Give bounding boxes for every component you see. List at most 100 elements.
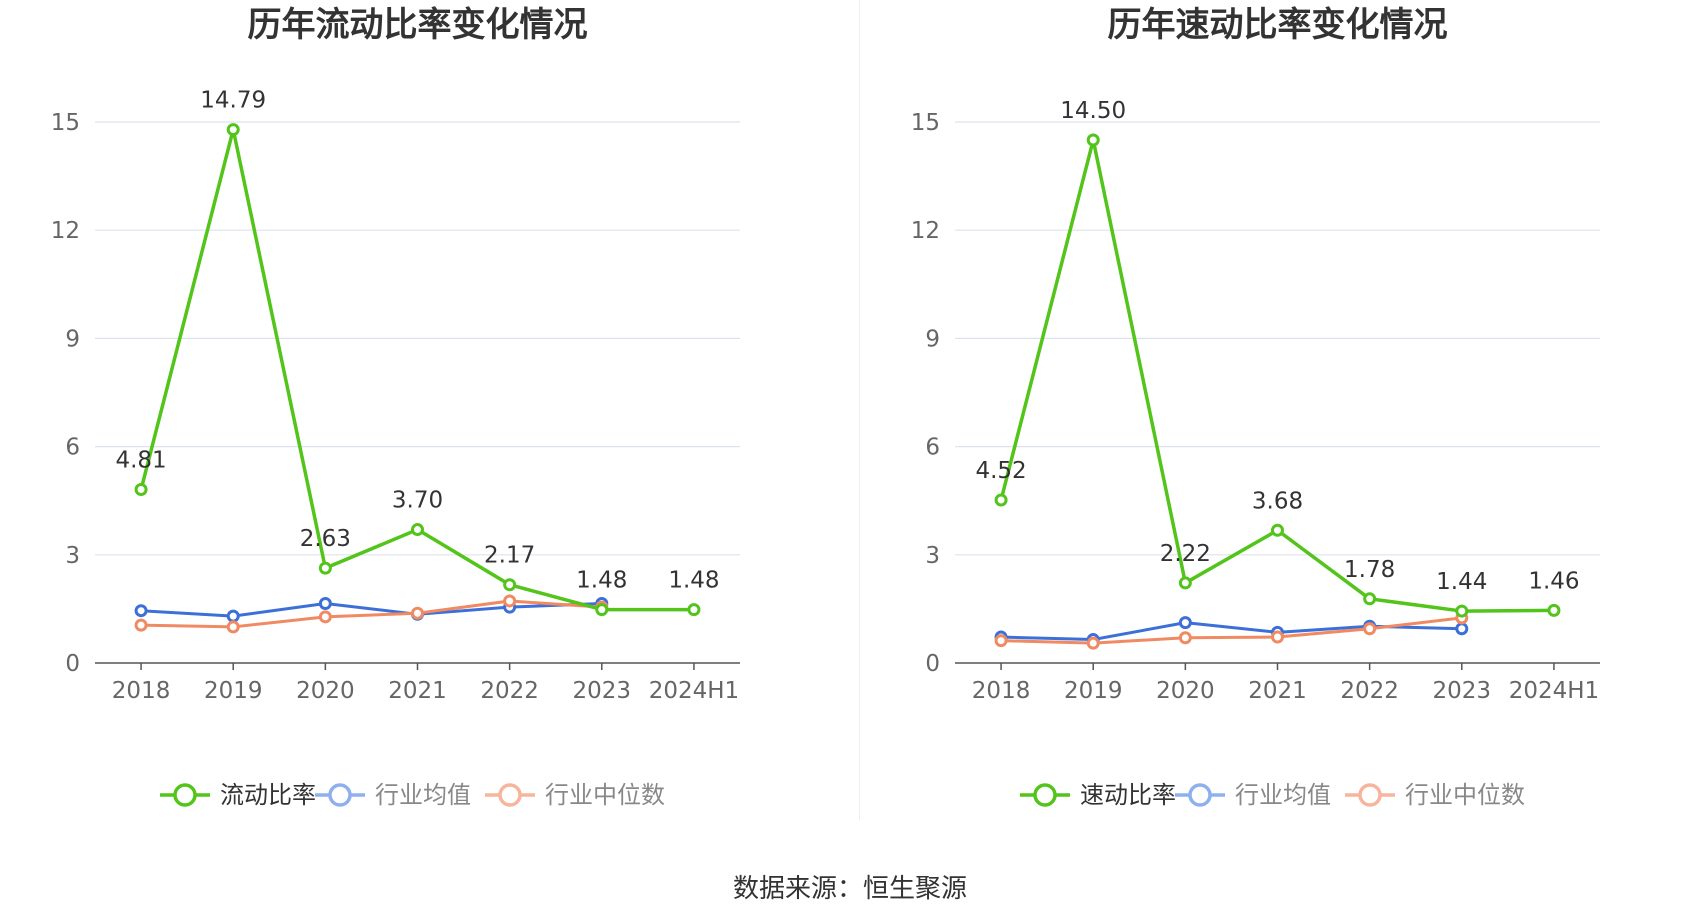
legend-label: 速动比率 (1080, 781, 1176, 809)
data-label: 2.63 (300, 526, 351, 552)
data-label: 2.17 (484, 543, 535, 569)
data-label: 1.78 (1344, 557, 1395, 583)
y-tick-label: 3 (65, 543, 80, 569)
x-tick-label: 2024H1 (1509, 678, 1599, 704)
data-label: 1.46 (1528, 568, 1579, 594)
data-label: 1.48 (576, 568, 627, 594)
legend-marker-icon (498, 783, 522, 807)
data-point (1547, 603, 1561, 617)
x-tick-label: 2020 (1156, 678, 1215, 704)
x-tick-label: 2021 (1248, 678, 1307, 704)
data-point (1363, 622, 1377, 636)
x-tick-label: 2018 (972, 678, 1031, 704)
data-point (134, 483, 148, 497)
legend-marker-icon (1033, 783, 1057, 807)
x-tick-label: 2020 (296, 678, 355, 704)
data-point (134, 618, 148, 632)
data-point (1086, 636, 1100, 650)
data-point (318, 596, 332, 610)
legend-item[interactable]: 行业均值 (1175, 781, 1331, 809)
data-point (1086, 133, 1100, 147)
data-label: 3.68 (1252, 488, 1303, 514)
data-point (1271, 630, 1284, 644)
x-tick-label: 2022 (1340, 678, 1399, 704)
y-tick-label: 12 (911, 218, 940, 244)
series-line-industry-average (140, 601, 602, 618)
x-tick-label: 2019 (204, 678, 263, 704)
current-ratio-chart: 历年流动比率变化情况 0 3 6 9 12 15 2018 2019 2020 2021 2022 20… (0, 0, 850, 830)
x-tick-label: 2023 (1433, 678, 1492, 704)
legend-label: 流动比率 (220, 781, 316, 809)
legend-marker-icon (1358, 783, 1382, 807)
data-point (1271, 523, 1284, 537)
y-tick-label: 15 (51, 110, 80, 136)
series-line-primary (139, 127, 694, 612)
data-point (1178, 616, 1192, 630)
legend-marker-icon (173, 783, 197, 807)
chart-title: 历年速动比率变化情况 (1108, 5, 1448, 45)
x-tick-label: 2021 (388, 678, 447, 704)
chart-title: 历年流动比率变化情况 (248, 5, 588, 45)
data-point (134, 604, 148, 618)
y-tick-label: 9 (65, 326, 80, 352)
legend-marker-icon (1188, 783, 1212, 807)
chart-divider (859, 0, 860, 820)
data-point (503, 578, 517, 592)
data-label: 4.81 (115, 448, 166, 474)
data-source-note: 数据来源：恒生聚源 (0, 868, 1700, 905)
legend-marker-icon (328, 783, 352, 807)
data-label: 14.50 (1060, 98, 1126, 124)
y-tick-label: 3 (925, 543, 940, 569)
data-point (1363, 592, 1377, 606)
legend-label: 行业均值 (375, 781, 471, 809)
y-tick-label: 9 (925, 326, 940, 352)
quick-ratio-chart: 历年速动比率变化情况 0 3 6 9 12 15 2018 2019 2020 2021 2022 20… (860, 0, 1700, 830)
legend-label: 行业中位数 (1405, 781, 1525, 809)
y-tick-label: 12 (51, 218, 80, 244)
data-label: 1.44 (1436, 569, 1487, 595)
data-point (226, 620, 240, 634)
data-point (994, 493, 1008, 507)
legend-item[interactable]: 行业中位数 (485, 781, 665, 809)
data-point (503, 594, 517, 608)
data-source-name: 恒生聚源 (863, 874, 968, 904)
data-point (411, 523, 424, 537)
x-tick-label: 2023 (573, 678, 632, 704)
data-point (1178, 631, 1192, 645)
y-tick-label: 6 (65, 435, 80, 461)
x-tick-label: 2019 (1064, 678, 1123, 704)
x-tick-label: 2022 (480, 678, 539, 704)
data-label: 4.52 (975, 458, 1026, 484)
series-line-industry-median (1001, 616, 1462, 645)
legend-item[interactable]: 行业中位数 (1345, 781, 1525, 809)
data-point (411, 606, 424, 620)
legend-label: 行业中位数 (545, 781, 665, 809)
legend-item[interactable]: 行业均值 (315, 781, 471, 809)
data-label: 2.22 (1160, 541, 1211, 567)
y-tick-label: 15 (911, 110, 940, 136)
data-label: 14.79 (200, 88, 266, 114)
y-tick-label: 6 (925, 435, 940, 461)
data-point (318, 610, 332, 624)
data-source-prefix: 数据来源： (732, 874, 863, 904)
data-point (226, 123, 240, 137)
x-tick-label: 2018 (112, 678, 171, 704)
data-point (595, 603, 609, 617)
legend-item[interactable]: 流动比率 (160, 781, 316, 809)
y-tick-label: 0 (925, 651, 940, 677)
data-point (687, 603, 701, 617)
data-point (1178, 576, 1192, 590)
series-line-primary (999, 138, 1554, 613)
legend-label: 行业均值 (1235, 781, 1331, 809)
data-point (1455, 622, 1469, 636)
data-point (1455, 604, 1469, 618)
data-point (226, 609, 240, 623)
legend-item[interactable]: 速动比率 (1020, 781, 1176, 809)
series-line-industry-median (141, 599, 602, 629)
data-point (994, 634, 1008, 648)
x-tick-label: 2024H1 (649, 678, 739, 704)
current-ratio-chart-svg: 历年流动比率变化情况 0 3 6 9 12 15 2018 2019 2020 2021 2022 20… (51, 5, 740, 809)
y-tick-label: 0 (65, 651, 80, 677)
data-label: 1.48 (668, 568, 719, 594)
data-label: 3.70 (392, 488, 443, 514)
